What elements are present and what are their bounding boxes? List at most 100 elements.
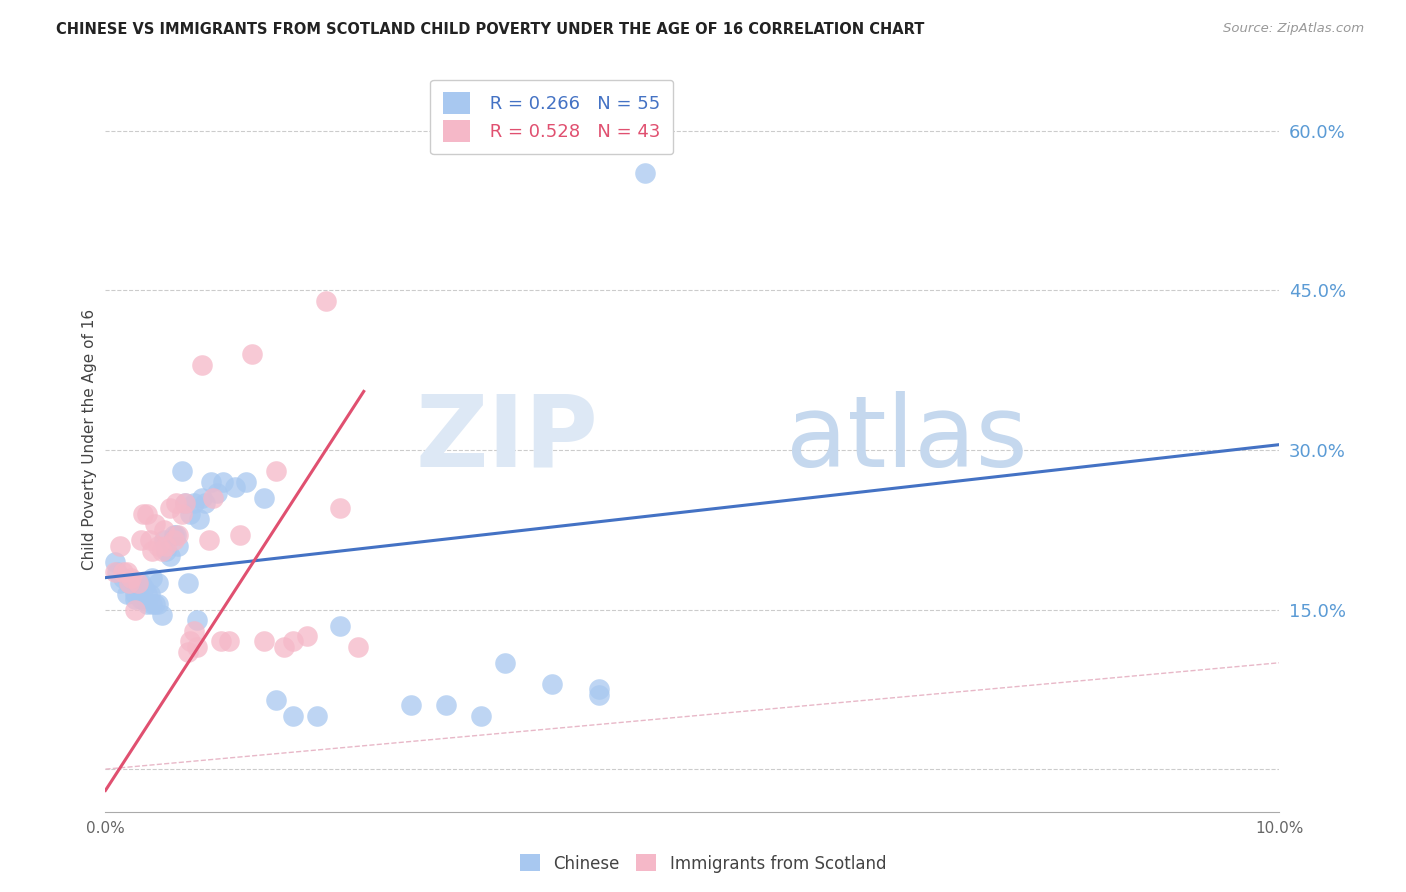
- Point: [120, 576, 142, 591]
- Point: [139, 586, 162, 600]
- Point: [150, 544, 173, 558]
- Point: [315, 293, 337, 308]
- Point: [240, 347, 263, 361]
- Point: [211, 475, 233, 489]
- Point: [209, 634, 232, 648]
- Point: [186, 613, 208, 627]
- Text: CHINESE VS IMMIGRANTS FROM SCOTLAND CHILD POVERTY UNDER THE AGE OF 16 CORRELATIO: CHINESE VS IMMIGRANTS FROM SCOTLAND CHIL…: [56, 22, 925, 37]
- Point: [141, 597, 163, 611]
- Text: atlas: atlas: [786, 391, 1028, 488]
- Point: [159, 501, 181, 516]
- Point: [162, 533, 184, 548]
- Point: [112, 566, 135, 580]
- Point: [155, 544, 177, 558]
- Point: [170, 507, 193, 521]
- Point: [150, 607, 173, 622]
- Point: [141, 571, 163, 585]
- Point: [143, 597, 166, 611]
- Point: [115, 566, 138, 580]
- Point: [190, 491, 212, 505]
- Point: [170, 464, 193, 478]
- Point: [127, 582, 149, 596]
- Point: [174, 496, 197, 510]
- Point: [167, 528, 190, 542]
- Point: [399, 698, 422, 713]
- Point: [197, 533, 219, 548]
- Point: [194, 496, 217, 510]
- Point: [347, 640, 370, 654]
- Y-axis label: Child Poverty Under the Age of 16: Child Poverty Under the Age of 16: [82, 309, 97, 570]
- Point: [108, 576, 131, 591]
- Legend: Chinese, Immigrants from Scotland: Chinese, Immigrants from Scotland: [513, 847, 893, 880]
- Point: [153, 523, 176, 537]
- Point: [264, 464, 287, 478]
- Point: [273, 640, 295, 654]
- Point: [186, 640, 208, 654]
- Point: [183, 624, 205, 638]
- Point: [129, 591, 152, 606]
- Point: [264, 693, 287, 707]
- Point: [148, 576, 170, 591]
- Text: Source: ZipAtlas.com: Source: ZipAtlas.com: [1223, 22, 1364, 36]
- Point: [135, 586, 157, 600]
- Point: [183, 496, 205, 510]
- Point: [112, 571, 135, 585]
- Text: ZIP: ZIP: [416, 391, 599, 488]
- Point: [253, 491, 276, 505]
- Point: [588, 682, 610, 697]
- Point: [104, 566, 127, 580]
- Point: [167, 539, 190, 553]
- Point: [188, 512, 211, 526]
- Point: [174, 496, 197, 510]
- Point: [190, 358, 212, 372]
- Point: [155, 539, 177, 553]
- Point: [135, 597, 157, 611]
- Point: [120, 571, 142, 585]
- Point: [108, 539, 131, 553]
- Point: [179, 507, 201, 521]
- Point: [235, 475, 257, 489]
- Point: [165, 528, 187, 542]
- Point: [283, 634, 305, 648]
- Point: [104, 555, 127, 569]
- Point: [200, 475, 222, 489]
- Point: [205, 485, 228, 500]
- Point: [148, 597, 170, 611]
- Point: [141, 544, 163, 558]
- Point: [179, 634, 201, 648]
- Point: [105, 566, 128, 580]
- Point: [229, 528, 252, 542]
- Point: [124, 586, 146, 600]
- Point: [132, 507, 155, 521]
- Point: [494, 656, 516, 670]
- Point: [434, 698, 457, 713]
- Point: [129, 533, 152, 548]
- Point: [139, 533, 162, 548]
- Point: [115, 586, 138, 600]
- Point: [129, 576, 152, 591]
- Point: [165, 496, 187, 510]
- Point: [283, 709, 305, 723]
- Legend:  R = 0.266   N = 55,  R = 0.528   N = 43: R = 0.266 N = 55, R = 0.528 N = 43: [430, 79, 673, 154]
- Point: [127, 576, 149, 591]
- Point: [540, 677, 562, 691]
- Point: [329, 501, 352, 516]
- Point: [470, 709, 492, 723]
- Point: [224, 480, 246, 494]
- Point: [135, 507, 157, 521]
- Point: [118, 576, 141, 591]
- Point: [124, 602, 146, 616]
- Point: [634, 166, 657, 180]
- Point: [162, 528, 184, 542]
- Point: [143, 517, 166, 532]
- Point: [148, 539, 170, 553]
- Point: [297, 629, 319, 643]
- Point: [153, 533, 176, 548]
- Point: [134, 582, 156, 596]
- Point: [124, 591, 146, 606]
- Point: [329, 618, 352, 632]
- Point: [202, 491, 225, 505]
- Point: [253, 634, 276, 648]
- Point: [159, 549, 181, 564]
- Point: [588, 688, 610, 702]
